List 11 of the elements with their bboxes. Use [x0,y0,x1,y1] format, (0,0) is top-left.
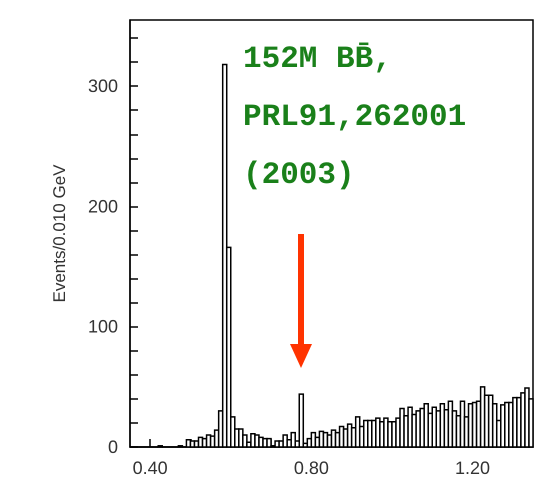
annotation: (2003) [243,158,355,193]
x-tick-label: 0.40 [132,458,168,478]
y-tick-label: 0 [108,437,118,457]
y-axis-title: Events/0.010 GeV [50,164,69,302]
x-tick-label: 1.20 [455,458,490,478]
y-tick-label: 100 [88,316,118,337]
y-tick-label: 200 [88,196,118,216]
x-tick-label: 0.80 [294,458,329,478]
annotation: 152M BB̄, [243,42,392,77]
annotation: PRL91,262001 [243,100,466,135]
y-tick-label: 300 [88,76,118,96]
